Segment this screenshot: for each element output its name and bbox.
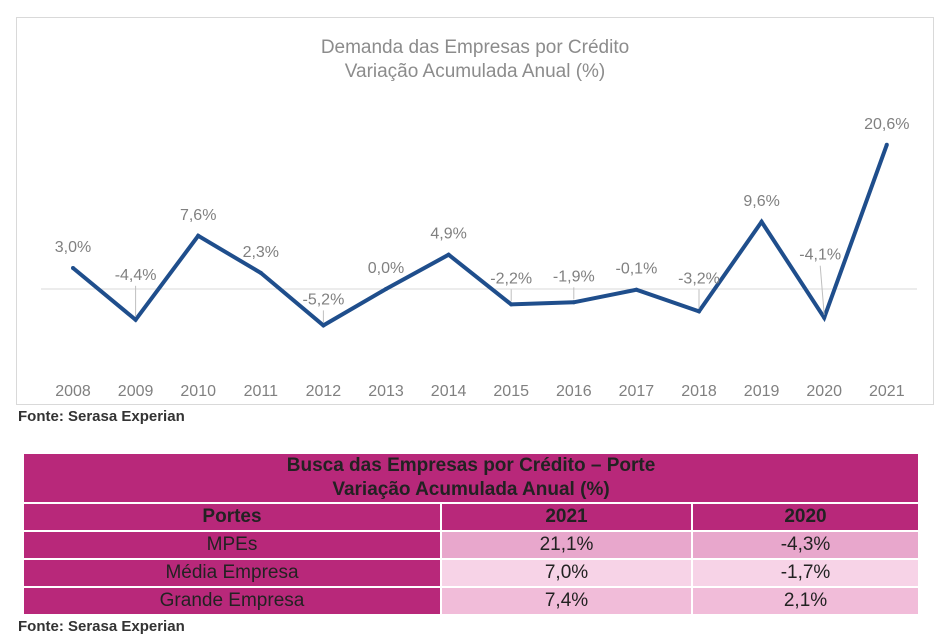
cell-grande-2021: 7,4% bbox=[440, 586, 693, 616]
column-header-portes: Portes bbox=[22, 502, 442, 532]
data-label: 20,6% bbox=[864, 116, 909, 133]
table-source: Fonte: Serasa Experian bbox=[18, 618, 185, 635]
chart-plot: 3,0% 2008 -4,4% 2009 7,6% 2010 2,3% 2011 -5,2% 20… bbox=[41, 116, 917, 400]
x-tick-label: 2008 bbox=[55, 383, 91, 400]
column-header-2021: 2021 bbox=[440, 502, 693, 532]
row-label-mpes: MPEs bbox=[22, 530, 442, 560]
data-label: 3,0% bbox=[55, 239, 91, 256]
data-point bbox=[321, 323, 326, 328]
table-title: Busca das Empresas por Crédito – Porte V… bbox=[21, 452, 921, 504]
x-tick-label: 2014 bbox=[431, 383, 467, 400]
row-label-grande: Grande Empresa bbox=[22, 586, 442, 616]
data-label: 4,9% bbox=[430, 226, 466, 243]
cell-mpes-2021: 21,1% bbox=[440, 530, 693, 560]
data-label: -1,9% bbox=[553, 268, 595, 285]
column-header-2020: 2020 bbox=[690, 502, 921, 532]
data-point bbox=[133, 317, 138, 322]
chart-title: Demanda das Empresas por Crédito bbox=[320, 37, 630, 58]
series-line bbox=[71, 144, 889, 328]
data-point bbox=[384, 287, 388, 291]
data-point bbox=[822, 315, 827, 320]
x-tick-label: 2011 bbox=[244, 383, 279, 400]
x-tick-label: 2012 bbox=[306, 383, 342, 400]
data-label: 9,6% bbox=[743, 193, 779, 210]
cell-mpes-2020: -4,3% bbox=[690, 530, 921, 560]
table-row: MPEs 21,1% -4,3% bbox=[22, 530, 921, 560]
line-chart: Demanda das Empresas por Crédito Variaçã… bbox=[16, 17, 934, 405]
x-tick-label: 2019 bbox=[744, 383, 780, 400]
data-label: -3,2% bbox=[678, 270, 720, 287]
data-point bbox=[634, 287, 639, 292]
data-point bbox=[446, 252, 451, 257]
data-label: -4,4% bbox=[115, 267, 157, 284]
data-point bbox=[258, 270, 263, 275]
porte-table: Busca das Empresas por Crédito – Porte V… bbox=[21, 452, 921, 616]
data-point bbox=[884, 142, 889, 147]
table-row: Grande Empresa 7,4% 2,1% bbox=[22, 586, 921, 616]
data-label: 7,6% bbox=[180, 207, 216, 224]
label-leader-line bbox=[819, 265, 825, 315]
cell-media-2021: 7,0% bbox=[440, 558, 693, 588]
data-label: -5,2% bbox=[303, 291, 345, 308]
x-tick-label: 2016 bbox=[556, 383, 592, 400]
x-tick-label: 2020 bbox=[806, 383, 842, 400]
x-tick-label: 2010 bbox=[180, 383, 216, 400]
data-label: -0,1% bbox=[616, 261, 658, 278]
data-point bbox=[571, 300, 576, 305]
x-tick-label: 2017 bbox=[619, 383, 655, 400]
data-point bbox=[759, 219, 764, 224]
data-label: 0,0% bbox=[368, 260, 404, 277]
table-title-line2: Variação Acumulada Anual (%) bbox=[332, 479, 610, 500]
data-point bbox=[71, 266, 75, 270]
table-title-line1: Busca das Empresas por Crédito – Porte bbox=[286, 455, 656, 476]
x-tick-label: 2018 bbox=[681, 383, 717, 400]
x-tick-label: 2021 bbox=[869, 383, 905, 400]
data-point bbox=[697, 309, 701, 314]
data-label: -2,2% bbox=[490, 270, 532, 287]
data-point bbox=[196, 233, 201, 238]
x-tick-label: 2015 bbox=[493, 383, 529, 400]
row-label-media: Média Empresa bbox=[22, 558, 442, 588]
data-label: -4,1% bbox=[799, 247, 841, 264]
chart-subtitle: Variação Acumulada Anual (%) bbox=[344, 61, 606, 82]
table-row: Média Empresa 7,0% -1,7% bbox=[22, 558, 921, 588]
x-tick-label: 2013 bbox=[368, 383, 404, 400]
cell-media-2020: -1,7% bbox=[690, 558, 921, 588]
cell-grande-2020: 2,1% bbox=[690, 586, 921, 616]
x-tick-label: 2009 bbox=[118, 383, 154, 400]
chart-source: Fonte: Serasa Experian bbox=[18, 408, 185, 425]
data-label: 2,3% bbox=[243, 244, 279, 261]
data-point bbox=[509, 302, 514, 307]
